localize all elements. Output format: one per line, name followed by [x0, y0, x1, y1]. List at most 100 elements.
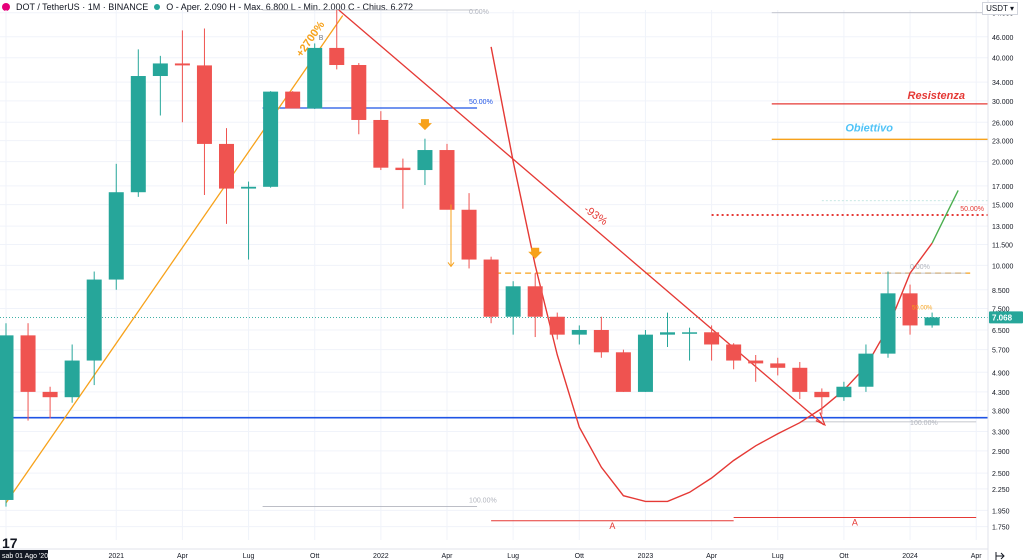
candle-body	[20, 335, 36, 392]
downtrend-line	[338, 9, 825, 426]
time-tick-label: Lug	[772, 553, 784, 560]
candle	[461, 193, 477, 269]
uptrend-line	[5, 15, 344, 504]
currency-label: USDT	[986, 4, 1008, 13]
candle-body	[417, 150, 433, 171]
candle-body	[196, 65, 212, 144]
candle-body	[64, 360, 80, 398]
candle-body	[792, 367, 808, 392]
fib-label-0: 0.00%	[469, 9, 489, 16]
candle	[20, 323, 36, 421]
go-to-realtime-icon[interactable]	[995, 552, 1005, 560]
symbol-label[interactable]: DOT / TetherUS · 1M · BINANCE	[16, 2, 149, 12]
candle-body	[86, 279, 102, 361]
candle	[571, 325, 587, 345]
candle-body	[351, 65, 367, 120]
time-tick-label: 2021	[108, 553, 124, 560]
price-tick-label: 30.000	[992, 99, 1014, 106]
candle-body	[660, 332, 675, 335]
candle	[351, 63, 367, 135]
candle-body	[836, 386, 852, 398]
candle	[637, 329, 653, 392]
candle-body	[814, 391, 830, 398]
candle	[0, 323, 14, 507]
candle	[329, 10, 345, 70]
candle	[880, 271, 896, 358]
candles	[0, 10, 940, 507]
currency-selector[interactable]: USDT ▾	[982, 2, 1018, 15]
candle-body	[593, 329, 609, 353]
candle	[64, 344, 80, 403]
fib-label-100: 100.00%	[469, 498, 497, 505]
dot-logo-icon	[2, 3, 10, 11]
drop-percent-label: -93%	[582, 203, 610, 228]
fib-label-50: 50.00%	[469, 99, 493, 106]
tradingview-logo: 17	[2, 535, 18, 551]
candle	[174, 30, 190, 123]
candle-body	[880, 293, 896, 354]
date-badge	[0, 550, 48, 560]
candle-body	[42, 391, 58, 398]
time-tick-label: Ott	[839, 553, 848, 560]
candle-body	[549, 316, 565, 335]
price-tick-label: 10.000	[992, 263, 1014, 270]
price-axis-bg	[988, 0, 1024, 560]
marker-a1-label: A	[609, 521, 615, 531]
price-tick-label: 4.900	[992, 370, 1010, 377]
candle-body	[615, 352, 631, 392]
candle-body	[924, 317, 940, 326]
time-tick-label: Lug	[243, 553, 255, 560]
time-tick-label: Apr	[177, 553, 189, 560]
candle	[417, 138, 433, 186]
candle	[902, 284, 918, 335]
time-tick-label: Lug	[507, 553, 519, 560]
price-tick-label: 46.000	[992, 35, 1014, 42]
chart-legend: DOT / TetherUS · 1M · BINANCE O - Aper. …	[0, 0, 413, 14]
candle-body	[307, 47, 323, 109]
candle-body	[902, 293, 918, 326]
downtrend-arrowhead	[815, 412, 826, 427]
fib-right-label-100: 100.00%	[910, 420, 938, 427]
price-tick-label: 23.000	[992, 139, 1014, 146]
resistance-label: Resistenza	[908, 90, 965, 102]
time-tick-label: Apr	[442, 553, 454, 560]
time-tick-label: sab 01 Ago '20	[2, 553, 48, 560]
price-tick-label: 26.000	[992, 120, 1014, 127]
time-tick-label: Ott	[310, 553, 319, 560]
ohlc-readout: O - Aper. 2.090 H - Max. 6.800 L - Min. …	[166, 2, 413, 12]
price-tick-label: 34.000	[992, 80, 1014, 87]
candle	[152, 55, 168, 116]
price-tick-label: 5.700	[992, 348, 1010, 355]
candle-body	[152, 63, 168, 77]
price-tick-label: 11.500	[992, 242, 1013, 249]
candle-body	[483, 259, 499, 317]
price-tick-label: 15.000	[992, 203, 1014, 210]
candle-body	[505, 286, 521, 317]
price-tick-label: 4.300	[992, 390, 1010, 397]
price-tick-label: 40.000	[992, 56, 1014, 63]
price-tick-label: 2.500	[992, 471, 1010, 478]
marker-b-label: B	[319, 35, 324, 42]
candle	[483, 256, 499, 324]
last-price-badge	[989, 311, 1023, 324]
candle-body	[726, 344, 742, 361]
candle	[836, 381, 852, 401]
candle-body	[571, 329, 587, 335]
candle-body	[770, 363, 786, 368]
candle	[108, 163, 124, 290]
candle	[219, 128, 234, 224]
candle	[593, 316, 609, 358]
projection-curve	[931, 190, 959, 244]
candle-body	[748, 360, 764, 364]
time-tick-label: Ott	[575, 553, 584, 560]
candle	[42, 386, 58, 419]
candle	[660, 312, 675, 348]
price-tick-label: 20.000	[992, 160, 1014, 167]
price-tick-label: 7.500	[992, 307, 1010, 314]
fib-right-label-0: 0.00%	[910, 264, 930, 271]
down-arrow-icon	[417, 119, 432, 131]
candle-body	[527, 286, 543, 317]
candle	[285, 91, 301, 109]
candle	[748, 354, 764, 382]
